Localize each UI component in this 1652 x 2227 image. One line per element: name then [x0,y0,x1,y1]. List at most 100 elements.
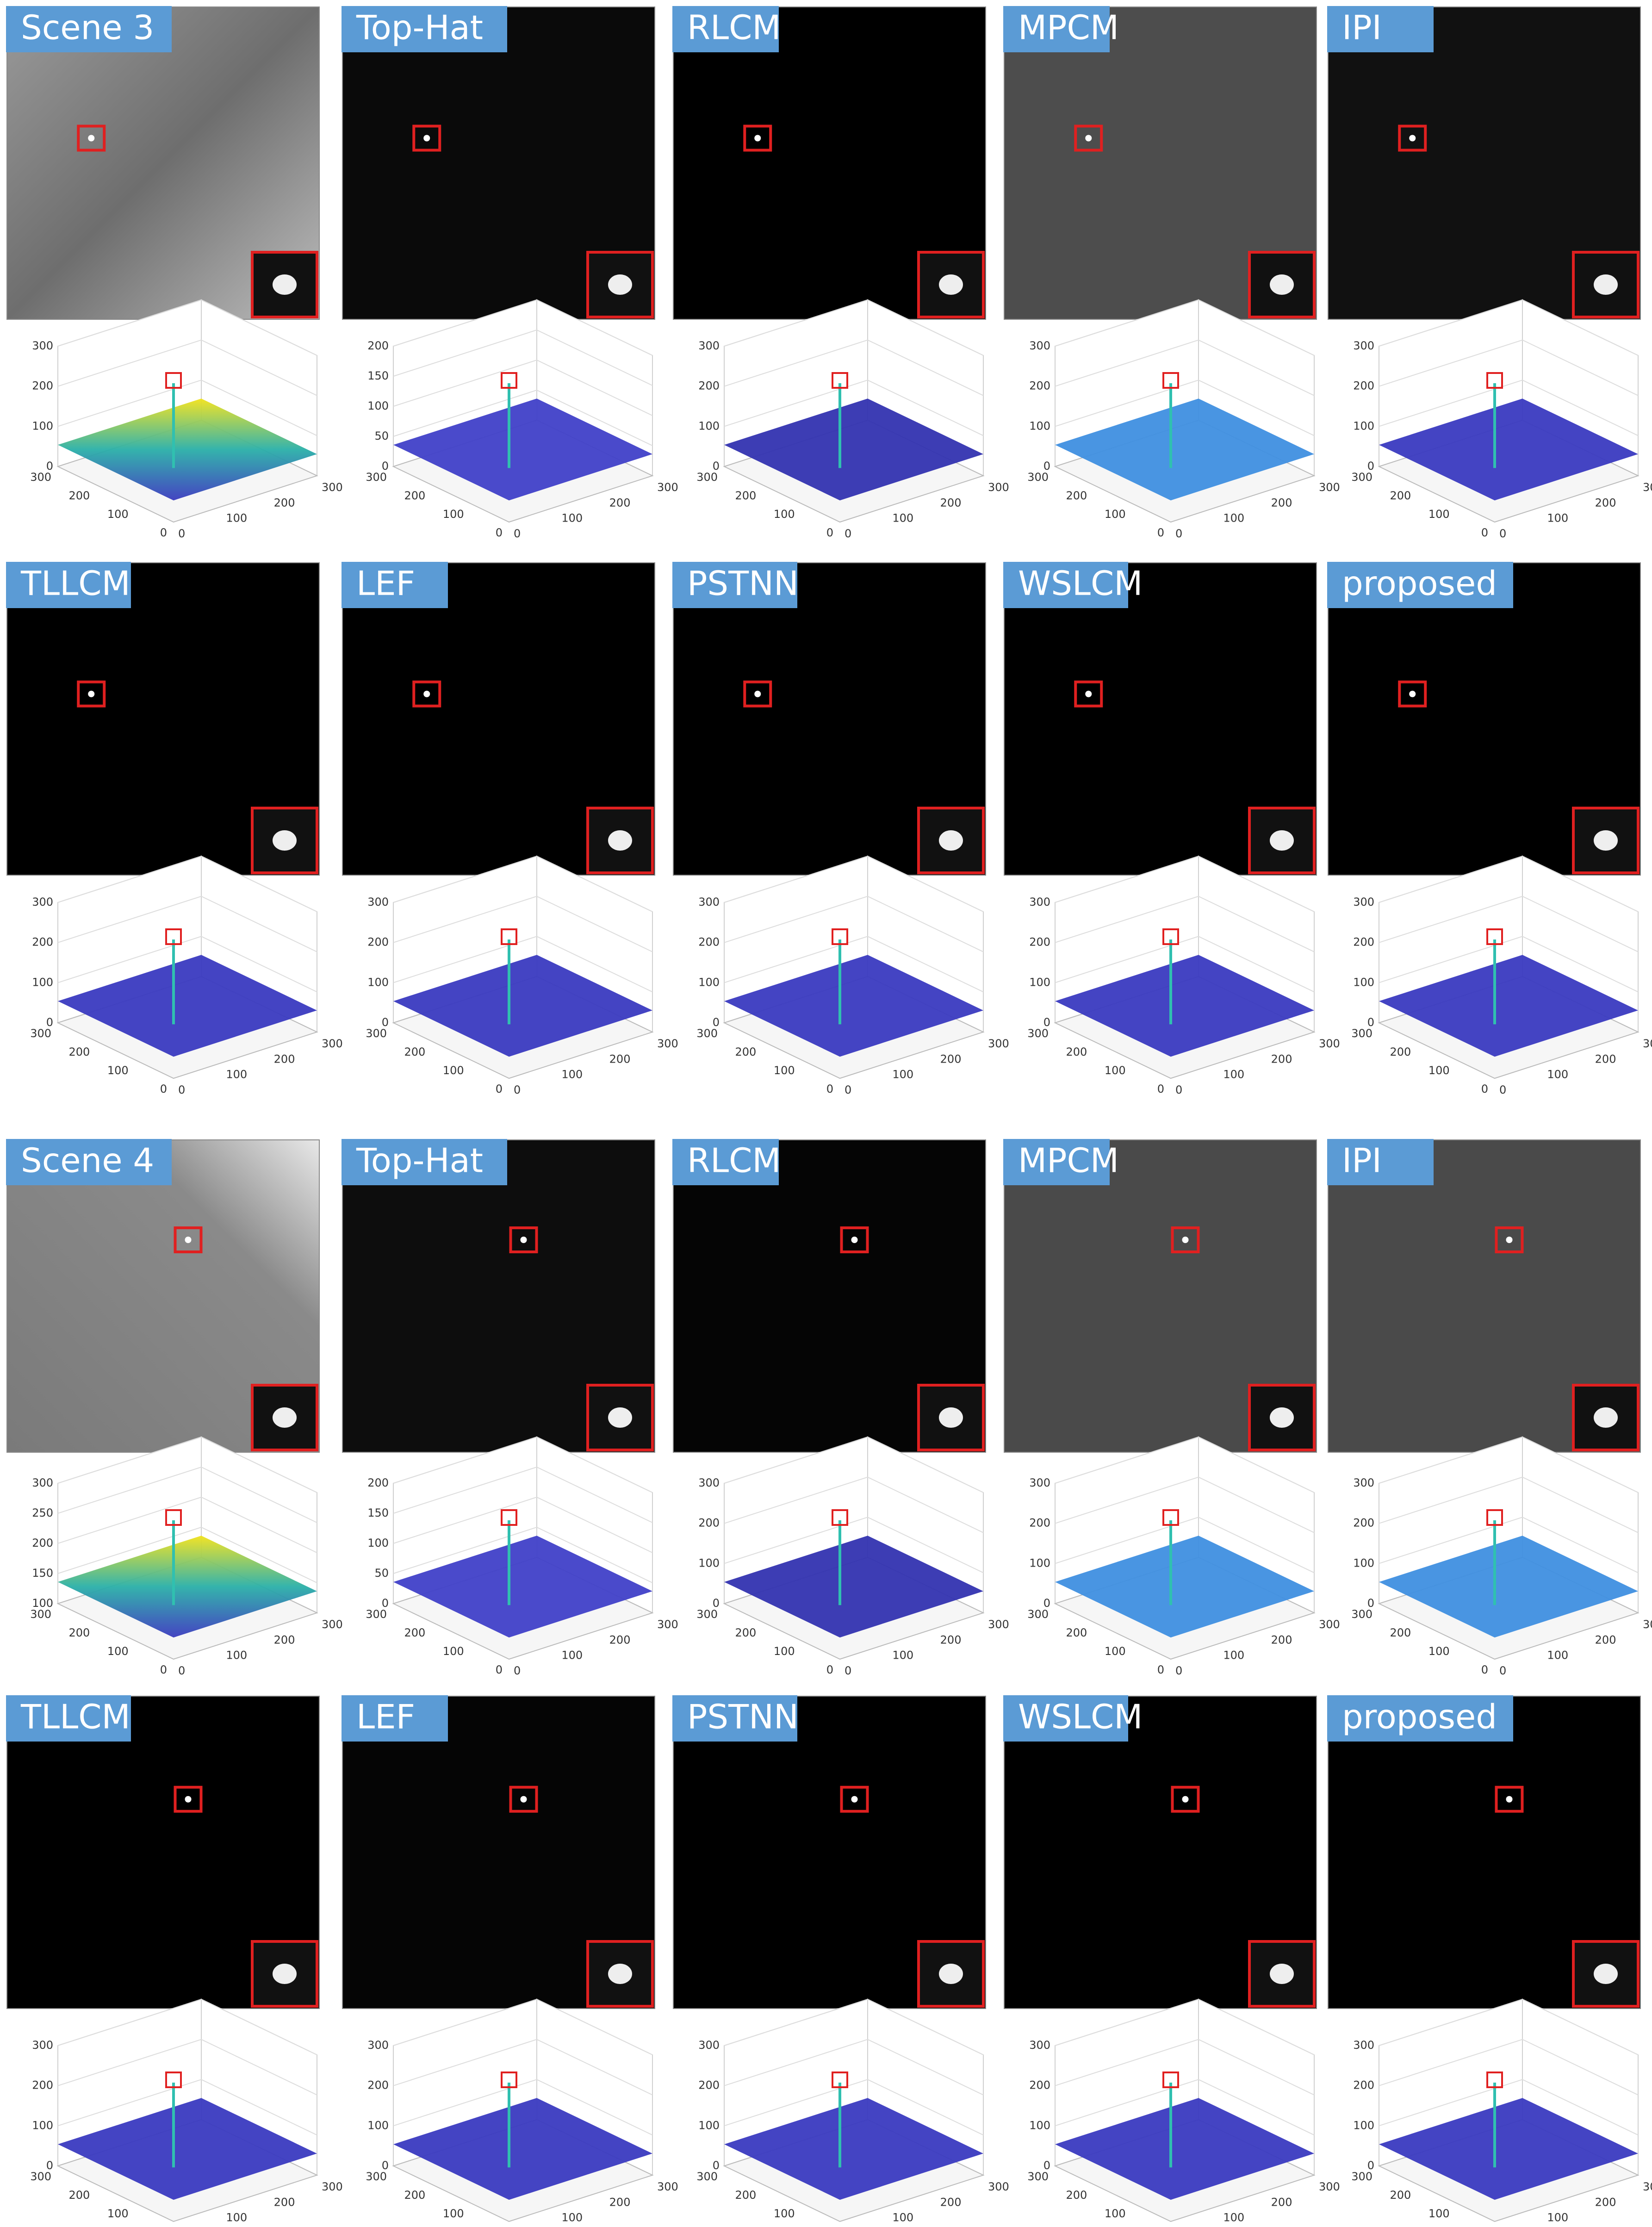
x-tick-label: 200 [609,1633,631,1646]
x-tick-label: 100 [561,1068,583,1081]
grid-line [724,379,984,436]
target-box [1171,1785,1200,1813]
y-tick-label: 200 [404,489,426,502]
panel: proposed010020030000100100200200300300 [1327,562,1652,1096]
target-box [840,1785,869,1813]
target-box [1398,680,1427,708]
x-tick-label: 200 [940,2196,962,2208]
grid-line [57,1998,317,2055]
label-box [342,1139,507,1185]
y-tick-label: 300 [1027,471,1049,484]
z-tick-label: 0 [1367,1016,1374,1029]
y-tick-label: 0 [1481,1082,1488,1095]
z-tick-label: 300 [32,896,53,908]
grid-line [1379,936,1639,993]
label-box [1327,6,1434,52]
surface [724,1536,983,1638]
z-tick-label: 300 [1353,2039,1374,2052]
x-tick-label: 300 [988,2180,1009,2193]
zoom-target [273,1964,297,1984]
target [1506,1796,1513,1803]
panel: IPI010020030000100100200200300300 [1327,1139,1652,1677]
x-tick-label: 300 [322,1037,343,1050]
grid-line [1379,2079,1639,2136]
y-tick-label: 100 [443,2207,464,2220]
grid-line [724,339,984,396]
y-tick-label: 300 [30,2170,51,2183]
zoom-target [939,274,963,295]
z-tick-label: 100 [32,2119,53,2132]
target [423,135,430,142]
y-tick-label: 0 [160,1082,167,1095]
surface [1055,1536,1314,1638]
y-tick-label: 0 [826,2226,833,2227]
surface [58,1536,317,1638]
grid-line [57,299,317,356]
panel-label: MPCM [1018,1141,1119,1180]
peak-box [501,2071,517,2088]
x-tick-label: 300 [1643,1037,1652,1050]
zoom-target [608,1407,632,1428]
y-tick-label: 0 [496,526,503,539]
peak-box [832,2071,848,2088]
y-tick-label: 0 [496,1082,503,1095]
x-tick-label: 200 [1595,1633,1616,1646]
y-tick-label: 100 [443,1064,464,1077]
x-tick-label: 100 [561,512,583,525]
z-tick-label: 300 [698,896,720,908]
peak-box [832,372,848,389]
y-tick-label: 200 [735,2189,757,2202]
z-tick-label: 0 [1367,2159,1374,2172]
z-tick-label: 300 [32,1476,53,1489]
y-tick-label: 0 [496,2226,503,2227]
panel-label: proposed [1342,564,1497,603]
grid-line [1379,896,1639,952]
zoom-target [608,830,632,851]
y-tick-label: 0 [1481,2226,1488,2227]
panel-label: RLCM [687,8,781,47]
x-tick-label: 300 [322,1618,343,1631]
grid-line [393,2039,653,2096]
target [1182,1796,1189,1803]
x-tick-label: 0 [514,1083,521,1096]
target [1085,690,1092,697]
y-tick-label: 0 [496,1663,503,1676]
grid-line [724,1517,984,1574]
panel-label: Top-Hat [356,1141,483,1180]
peak-box [501,928,517,945]
surface [724,2098,983,2200]
y-tick-label: 200 [1066,1626,1087,1639]
target-box [174,1785,203,1813]
x-tick-label: 200 [1271,2196,1292,2208]
grid-line [1055,855,1315,912]
z-tick-label: 150 [32,1567,53,1580]
y-tick-label: 200 [735,489,757,502]
grid-line [1379,1517,1639,1574]
y-tick-label: 100 [443,1645,464,1658]
y-tick-label: 200 [1390,1626,1411,1639]
x-tick-label: 0 [1499,1664,1506,1677]
x-tick-label: 200 [1271,496,1292,509]
grid-line [724,2079,984,2136]
x-tick-label: 300 [657,1618,678,1631]
x-tick-label: 0 [178,527,185,540]
grid-line [393,359,653,416]
grid-line [724,2039,984,2096]
peak-box [501,372,517,389]
peak-box [501,1509,517,1526]
target-box [1495,1785,1524,1813]
label-box [6,562,131,608]
z-tick-label: 0 [713,1016,720,1029]
x-tick-label: 200 [1271,1052,1292,1065]
surface [1379,398,1638,501]
